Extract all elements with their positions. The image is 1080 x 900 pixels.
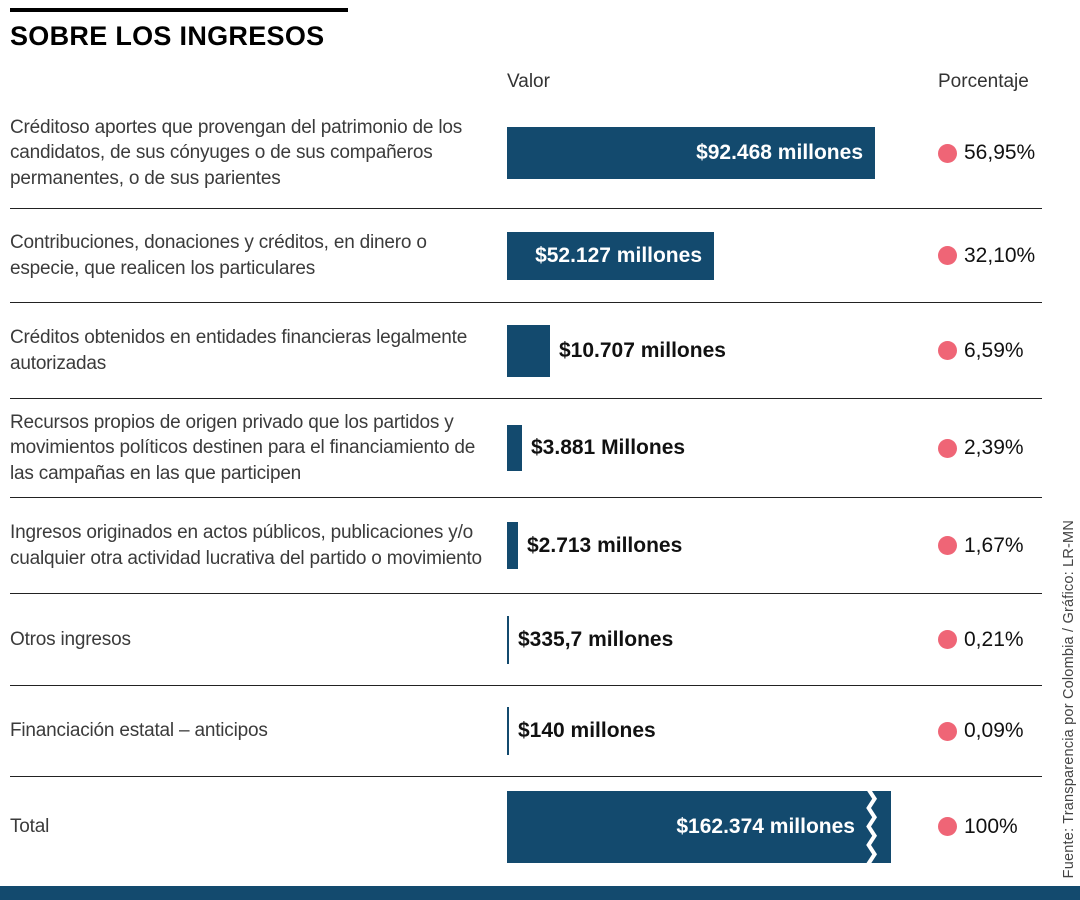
percentage-dot-icon bbox=[938, 721, 957, 741]
percentage-label: 2,39% bbox=[964, 436, 1024, 459]
percentage-dot-icon bbox=[938, 438, 957, 458]
value-label: $52.127 millones bbox=[535, 243, 702, 267]
percentage-dot-icon bbox=[938, 341, 957, 360]
value-label: $140 millones bbox=[518, 719, 656, 742]
chart-row: Total $162.374 millones 100% bbox=[10, 776, 1042, 876]
row-label: Otros ingresos bbox=[10, 628, 131, 650]
value-bar: $92.468 millones bbox=[507, 127, 875, 179]
percentage-label: 100% bbox=[964, 814, 1018, 838]
title-rule bbox=[10, 8, 348, 12]
row-label: Contribuciones, donaciones y créditos, e… bbox=[10, 232, 427, 279]
row-percentage: 32,10% bbox=[938, 244, 1042, 268]
rows: Créditoso aportes que provengan del patr… bbox=[10, 98, 1042, 876]
value-bar bbox=[507, 425, 522, 471]
row-bar-cell: $10.707 millones bbox=[507, 324, 938, 377]
percentage-dot-icon bbox=[938, 143, 957, 163]
percentage-dot-icon bbox=[938, 630, 957, 649]
percentage-label: 6,59% bbox=[964, 338, 1024, 362]
row-bar-cell: $92.468 millones bbox=[507, 127, 938, 179]
footer-bar bbox=[0, 886, 1080, 900]
value-column-header: Valor bbox=[507, 71, 550, 92]
page-title: SOBRE LOS INGRESOS bbox=[10, 21, 325, 51]
percentage-dot-icon bbox=[938, 536, 957, 555]
percentage-dot-icon bbox=[938, 246, 957, 265]
infographic: SOBRE LOS INGRESOS Valor Porcentaje Créd… bbox=[10, 0, 1042, 876]
value-label: $2.713 millones bbox=[527, 533, 683, 557]
value-bar bbox=[507, 324, 550, 377]
value-label: $10.707 millones bbox=[559, 338, 726, 362]
row-label: Total bbox=[10, 815, 50, 837]
chart-row: Créditoso aportes que provengan del patr… bbox=[10, 98, 1042, 208]
row-percentage: 0,21% bbox=[938, 628, 1042, 652]
chart-row: Financiación estatal – anticipos $140 mi… bbox=[10, 685, 1042, 776]
row-percentage: 6,59% bbox=[938, 339, 1042, 363]
column-headers: Valor Porcentaje bbox=[10, 52, 1042, 98]
row-percentage: 0,09% bbox=[938, 719, 1042, 743]
chart-row: Otros ingresos $335,7 millones 0,21% bbox=[10, 593, 1042, 685]
percentage-column-header: Porcentaje bbox=[938, 71, 1029, 92]
row-label: Créditos obtenidos en entidades financie… bbox=[10, 327, 468, 374]
row-label: Financiación estatal – anticipos bbox=[10, 720, 268, 742]
percentage-label: 0,21% bbox=[964, 627, 1024, 651]
row-bar-cell: $335,7 millones bbox=[507, 615, 938, 664]
row-label: Ingresos originados en actos públicos, p… bbox=[10, 522, 482, 569]
value-bar bbox=[507, 707, 509, 755]
row-bar-cell: $52.127 millones bbox=[507, 231, 938, 280]
row-label: Créditoso aportes que provengan del patr… bbox=[10, 117, 463, 189]
chart-row: Ingresos originados en actos públicos, p… bbox=[10, 497, 1042, 593]
source-credit: Fuente: Transparencia por Colombia / Grá… bbox=[1061, 519, 1077, 878]
percentage-label: 32,10% bbox=[964, 243, 1036, 267]
percentage-dot-icon bbox=[938, 817, 957, 836]
value-label: $3.881 Millones bbox=[531, 436, 686, 459]
row-bar-cell: $2.713 millones bbox=[507, 522, 938, 569]
percentage-label: 56,95% bbox=[964, 141, 1036, 164]
row-bar-cell: $162.374 millones bbox=[507, 789, 938, 864]
value-bar: $162.374 millones bbox=[507, 789, 891, 864]
value-label: $92.468 millones bbox=[696, 141, 863, 164]
row-bar-cell: $140 millones bbox=[507, 707, 938, 755]
row-percentage: 100% bbox=[938, 815, 1042, 839]
value-label: $162.374 millones bbox=[676, 814, 855, 838]
value-label: $335,7 millones bbox=[518, 627, 674, 651]
chart-row: Recursos propios de origen privado que l… bbox=[10, 398, 1042, 497]
row-bar-cell: $3.881 Millones bbox=[507, 425, 938, 471]
value-bar bbox=[507, 615, 509, 664]
value-bar bbox=[507, 522, 518, 569]
chart-row: Créditos obtenidos en entidades financie… bbox=[10, 302, 1042, 398]
chart-row: Contribuciones, donaciones y créditos, e… bbox=[10, 208, 1042, 302]
percentage-label: 1,67% bbox=[964, 533, 1024, 557]
row-percentage: 2,39% bbox=[938, 436, 1042, 460]
row-percentage: 56,95% bbox=[938, 141, 1042, 165]
row-label: Recursos propios de origen privado que l… bbox=[10, 412, 476, 484]
value-bar: $52.127 millones bbox=[507, 231, 714, 280]
row-percentage: 1,67% bbox=[938, 534, 1042, 558]
percentage-label: 0,09% bbox=[964, 719, 1024, 742]
